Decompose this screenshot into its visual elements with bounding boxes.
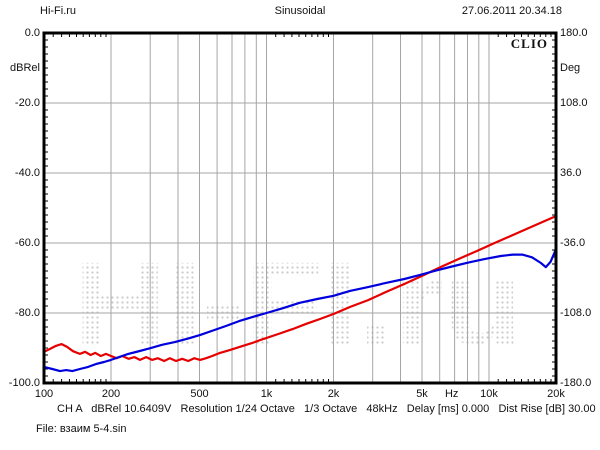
header-site-label: Hi-Fi.ru (40, 5, 77, 17)
measurement-status-line: CH A dBRel 10.6409V Resolution 1/24 Octa… (57, 403, 596, 415)
y-left-tick-5: -100.0 (8, 377, 40, 389)
x-tick-1k: 1k (260, 388, 273, 400)
file-name-line: File: взаим 5-4.sin (36, 423, 127, 435)
x-tick-10k: 10k (480, 388, 498, 400)
y-right-tick-2: 36.0 (560, 167, 582, 179)
y-right-tick-0: 180.0 (560, 27, 588, 39)
y-left-tick-3: -60.0 (14, 237, 40, 249)
x-tick-100: 100 (34, 388, 54, 400)
x-tick-20k: 20k (547, 388, 565, 400)
y-left-axis-label: dBRel (10, 62, 40, 74)
y-left-tick-0: 0.0 (24, 27, 40, 39)
y-right-axis-label: Deg (560, 62, 581, 74)
y-right-tick-3: -36.0 (560, 237, 586, 249)
clio-logo: CLIO (510, 36, 548, 51)
y-right-tick-1: 108.0 (560, 97, 588, 109)
measurement-title: Sinusoidal (274, 5, 326, 17)
y-left-tick-1: -20.0 (14, 97, 40, 109)
plot-border (42, 31, 558, 385)
series-distortion-blue (42, 247, 558, 373)
y-right-tick-4: -108.0 (560, 307, 592, 319)
y-left-tick-4: -80.0 (14, 307, 40, 319)
x-tick-2k: 2k (327, 388, 340, 400)
y-left-tick-2: -40.0 (14, 167, 40, 179)
y-right-tick-5: -180.0 (560, 377, 592, 389)
x-tick-5k: 5k (416, 388, 428, 400)
x-tick-200: 200 (101, 388, 121, 400)
x-axis-unit-label: Hz (444, 388, 459, 400)
x-tick-500: 500 (190, 388, 209, 400)
header-datetime: 27.06.2011 20.34.18 (461, 5, 562, 17)
